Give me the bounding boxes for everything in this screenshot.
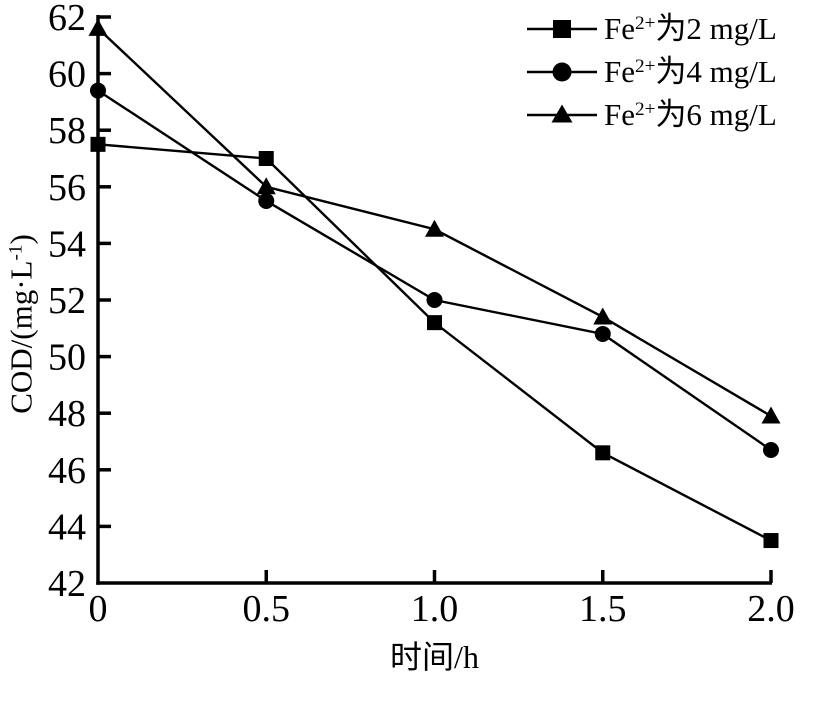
series-square [90, 136, 779, 549]
y-tick-label: 46 [48, 450, 86, 492]
y-tick-label: 56 [48, 167, 86, 209]
legend-label-text: Fe [604, 54, 635, 89]
legend-label-superscript: 2+ [635, 56, 656, 78]
x-tick-label: 1.5 [579, 588, 627, 630]
square-marker [90, 136, 106, 152]
triangle-marker [256, 177, 276, 195]
circle-marker [258, 192, 275, 209]
legend-label-fe2: Fe2+为2 mg/L [604, 13, 777, 44]
legend-label-fe6: Fe2+为6 mg/L [604, 99, 777, 130]
y-axis-title-text: COD/(mg·L [3, 260, 39, 414]
legend-label-fe4: Fe2+为4 mg/L [604, 56, 777, 87]
y-tick-label: 52 [48, 280, 86, 322]
x-tick-label: 2.0 [747, 588, 795, 630]
x-axis-title-text: 时间/h [390, 639, 479, 675]
circle-marker [594, 325, 611, 342]
square-marker [258, 151, 274, 166]
y-tick-label: 42 [48, 563, 86, 605]
y-axis-title: COD/(mg·L-1) [3, 234, 39, 414]
x-tick-label: 0 [89, 588, 108, 630]
triangle-marker [425, 219, 444, 237]
legend-label-text: 为2 mg/L [655, 11, 777, 46]
y-tick-label: 58 [48, 110, 86, 152]
y-tick-label: 62 [48, 0, 86, 39]
y-tick-label: 60 [48, 54, 86, 96]
y-axis-title-superscript: -1 [5, 244, 27, 261]
circle-marker-line-icon [527, 62, 597, 81]
legend-label-superscript: 2+ [635, 99, 656, 121]
series-line [97, 89, 772, 451]
series-line [97, 143, 772, 542]
square-marker [763, 533, 779, 549]
x-tick-label: 1.0 [411, 588, 459, 630]
legend: Fe2+为2 mg/L Fe2+为4 mg/L Fe2+为6 mg/L [527, 7, 777, 136]
square-marker [427, 315, 442, 331]
triangle-marker [88, 18, 108, 36]
x-tick-label: 0.5 [243, 588, 291, 630]
square-marker-line-icon [527, 19, 597, 38]
circle-marker [90, 82, 106, 99]
square-marker [595, 445, 611, 461]
triangle-marker [761, 406, 781, 424]
series-circle [90, 82, 779, 458]
legend-item-fe6: Fe2+为6 mg/L [527, 93, 777, 136]
legend-item-fe2: Fe2+为2 mg/L [527, 7, 777, 50]
legend-label-text: Fe [604, 97, 635, 132]
y-axis-title-close: ) [3, 234, 39, 245]
triangle-marker [593, 307, 613, 325]
circle-marker [763, 441, 779, 458]
legend-label-text: Fe [604, 11, 635, 46]
circle-marker [426, 292, 443, 308]
y-tick-label: 50 [48, 337, 86, 379]
legend-label-superscript: 2+ [635, 13, 656, 35]
legend-item-fe4: Fe2+为4 mg/L [527, 50, 777, 93]
legend-label-text: 为6 mg/L [655, 97, 777, 132]
y-tick-label: 54 [48, 223, 86, 265]
y-tick-label: 44 [48, 506, 86, 548]
y-tick-label: 48 [48, 393, 86, 435]
legend-label-text: 为4 mg/L [655, 54, 777, 89]
series-triangle [88, 18, 781, 424]
x-axis-title: 时间/h [98, 641, 771, 673]
triangle-marker-line-icon [527, 104, 597, 122]
